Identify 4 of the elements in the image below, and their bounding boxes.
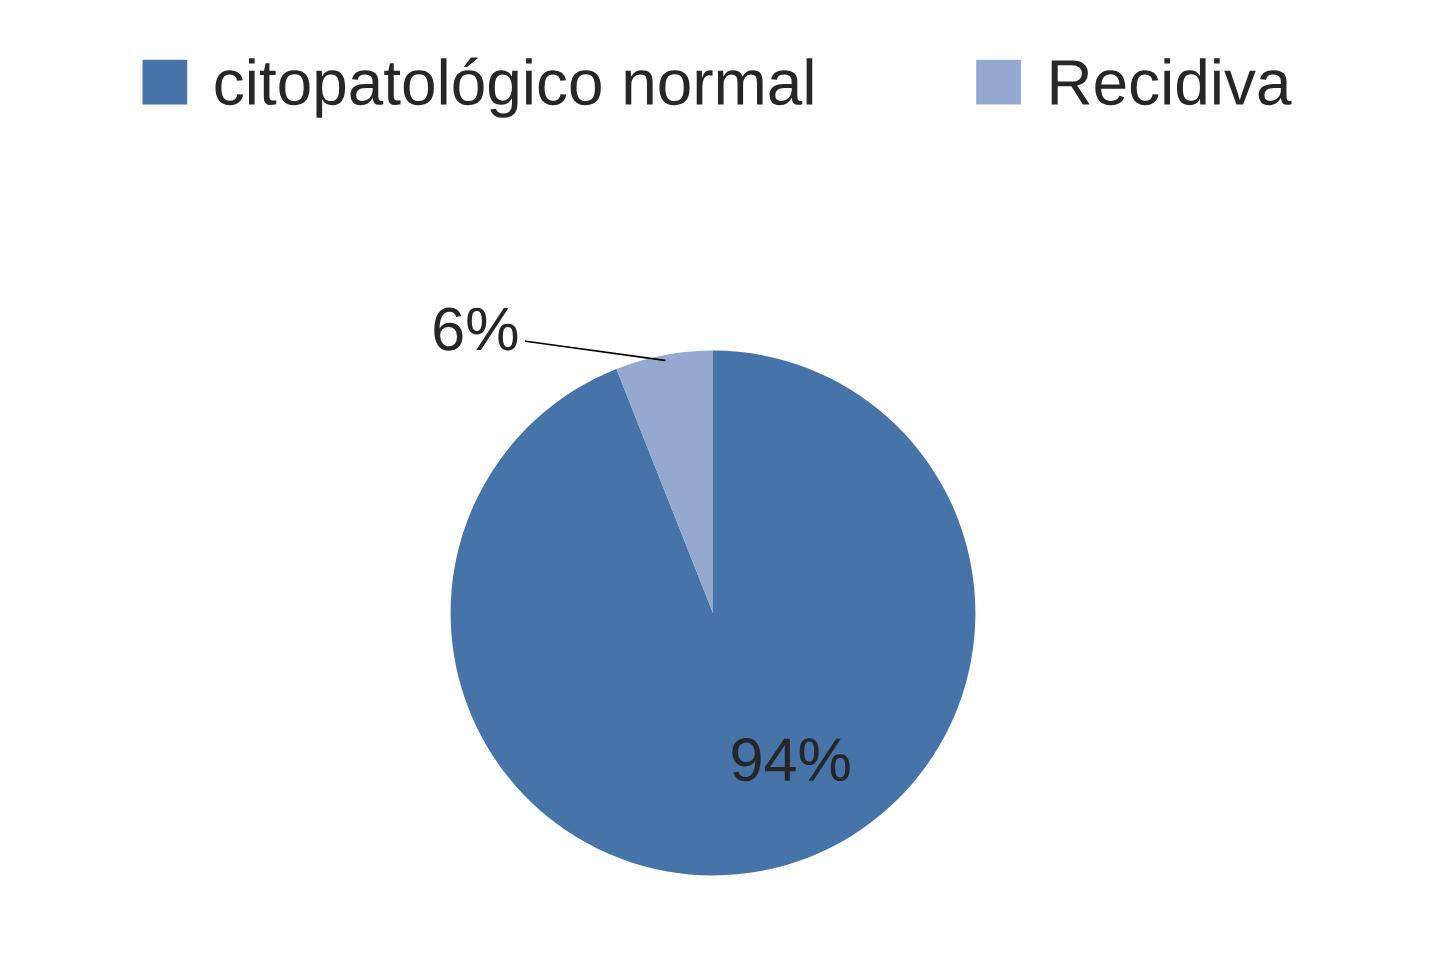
legend-label: Recidiva [1051, 58, 1292, 106]
legend-label: citopatológico normal [215, 57, 813, 118]
data-label: 94% [732, 738, 850, 782]
data-label: 6% [434, 307, 518, 351]
